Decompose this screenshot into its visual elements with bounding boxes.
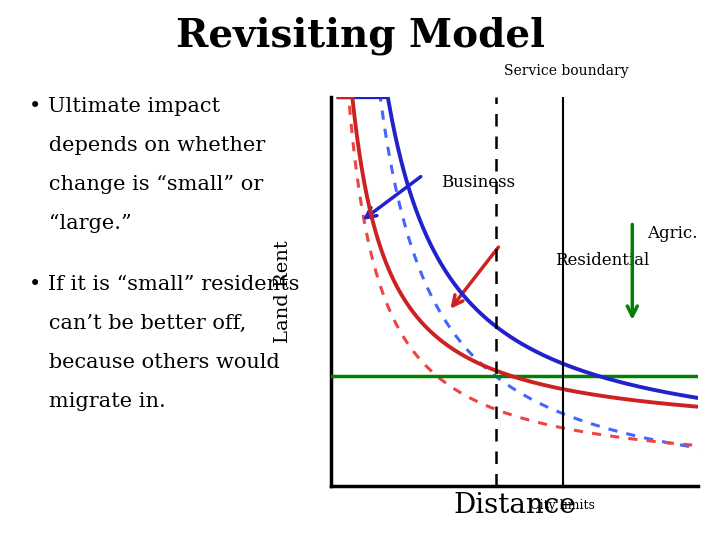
Text: Residential: Residential xyxy=(555,252,649,269)
Text: Business: Business xyxy=(441,174,515,191)
Text: Service boundary: Service boundary xyxy=(504,64,629,78)
Text: Land Rent: Land Rent xyxy=(274,240,292,343)
Text: migrate in.: migrate in. xyxy=(29,392,166,411)
Text: depends on whether: depends on whether xyxy=(29,136,265,155)
Text: “large.”: “large.” xyxy=(29,214,132,233)
Text: because others would: because others would xyxy=(29,353,279,372)
Text: Agric.: Agric. xyxy=(647,225,698,242)
Text: • Ultimate impact: • Ultimate impact xyxy=(29,97,220,116)
Text: change is “small” or: change is “small” or xyxy=(29,175,263,194)
Text: can’t be better off,: can’t be better off, xyxy=(29,314,246,333)
X-axis label: Distance: Distance xyxy=(454,491,576,518)
Text: • If it is “small” residents: • If it is “small” residents xyxy=(29,275,300,294)
Text: City limits: City limits xyxy=(530,500,595,512)
Text: Revisiting Model: Revisiting Model xyxy=(176,16,544,55)
